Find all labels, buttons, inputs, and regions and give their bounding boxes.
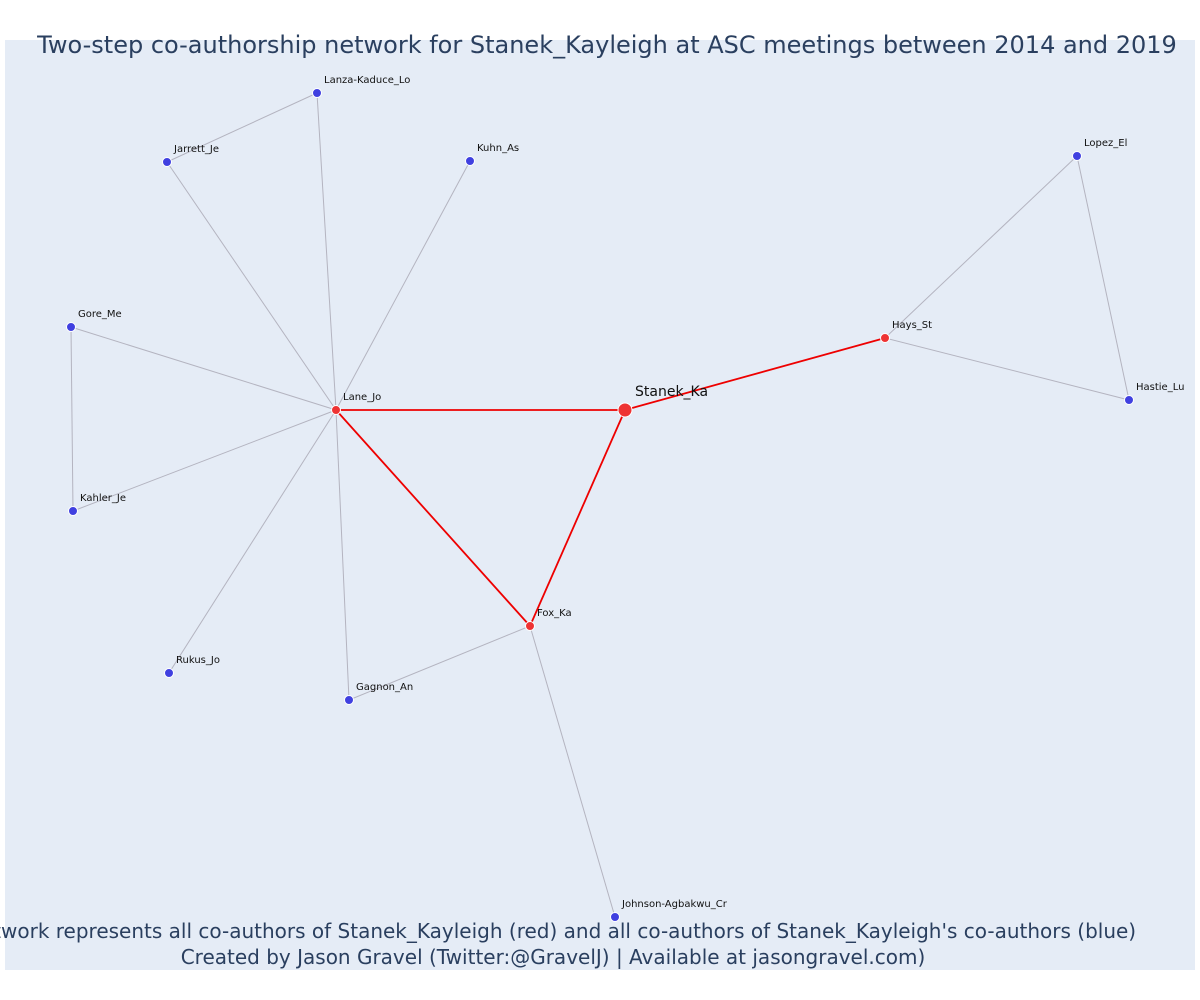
- footer-credit: Created by Jason Gravel (Twitter:@Gravel…: [181, 945, 926, 969]
- edge-fox-ka-stanek-ka: [529, 409, 626, 627]
- node-label-lopez-el: Lopez_El: [1084, 138, 1127, 149]
- node-label-hays-st: Hays_St: [892, 320, 932, 331]
- edge-jarrett-je-lanza-kaduce-lo: [166, 92, 318, 163]
- node-label-fox-ka: Fox_Ka: [537, 608, 572, 619]
- diagram-title: Two-step co-authorship network for Stane…: [36, 31, 1177, 59]
- edge-lane-jo-kuhn-as: [335, 160, 471, 411]
- node-hastie-lu[interactable]: [1124, 395, 1134, 405]
- labels-layer: Stanek_Ka Lane_Jo Fox_Ka Hays_St Lanza-Kaduc…: [78, 75, 1184, 910]
- node-label-rukus-jo: Rukus_Jo: [176, 655, 220, 666]
- node-stanek-ka[interactable]: [617, 402, 633, 418]
- edges-layer: [70, 92, 1130, 918]
- node-jarrett-je[interactable]: [162, 157, 172, 167]
- node-label-lane-jo: Lane_Jo: [343, 392, 381, 403]
- edge-lane-jo-lanza-kaduce-lo: [316, 92, 337, 411]
- node-label-gagnon-an: Gagnon_An: [356, 682, 413, 693]
- edge-gore-me-kahler-je: [70, 326, 74, 512]
- node-gagnon-an[interactable]: [344, 695, 354, 705]
- node-kuhn-as[interactable]: [465, 156, 475, 166]
- edge-lane-jo-fox-ka: [335, 409, 531, 627]
- nodes-layer: [66, 88, 1134, 922]
- node-lane-jo[interactable]: [331, 405, 341, 415]
- edge-hays-st-hastie-lu: [884, 337, 1130, 401]
- node-label-hastie-lu: Hastie_Lu: [1136, 382, 1184, 393]
- edge-lane-jo-rukus-jo: [168, 409, 337, 674]
- edge-lane-jo-gagnon-an: [335, 409, 350, 701]
- node-label-stanek-ka: Stanek_Ka: [635, 384, 708, 400]
- node-hays-st[interactable]: [880, 333, 890, 343]
- node-label-lanza-kaduce-lo: Lanza-Kaduce_Lo: [324, 75, 410, 86]
- edge-lopez-el-hastie-lu: [1076, 155, 1130, 401]
- footer-description: Network represents all co-authors of Sta…: [0, 919, 1136, 943]
- node-rukus-jo[interactable]: [164, 668, 174, 678]
- plot-background: [5, 40, 1195, 970]
- edge-stanek-ka-hays-st: [624, 337, 886, 411]
- node-label-johnson-agbakwu-cr: Johnson-Agbakwu_Cr: [621, 899, 728, 910]
- node-label-kuhn-as: Kuhn_As: [477, 143, 519, 154]
- edge-fox-ka-johnson-agbakwu-cr: [529, 625, 616, 918]
- edge-lane-jo-jarrett-je: [166, 161, 337, 411]
- node-label-kahler-je: Kahler_Je: [80, 493, 126, 504]
- edge-lane-jo-kahler-je: [72, 409, 337, 512]
- node-lanza-kaduce-lo[interactable]: [312, 88, 322, 98]
- node-johnson-agbakwu-cr[interactable]: [610, 912, 620, 922]
- node-label-gore-me: Gore_Me: [78, 309, 122, 320]
- node-fox-ka[interactable]: [525, 621, 535, 631]
- node-label-jarrett-je: Jarrett_Je: [173, 144, 219, 155]
- edge-lane-jo-gore-me: [70, 326, 337, 411]
- node-lopez-el[interactable]: [1072, 151, 1082, 161]
- edge-hays-st-lopez-el: [884, 155, 1078, 339]
- node-kahler-je[interactable]: [68, 506, 78, 516]
- node-gore-me[interactable]: [66, 322, 76, 332]
- edge-fox-ka-gagnon-an: [348, 625, 531, 701]
